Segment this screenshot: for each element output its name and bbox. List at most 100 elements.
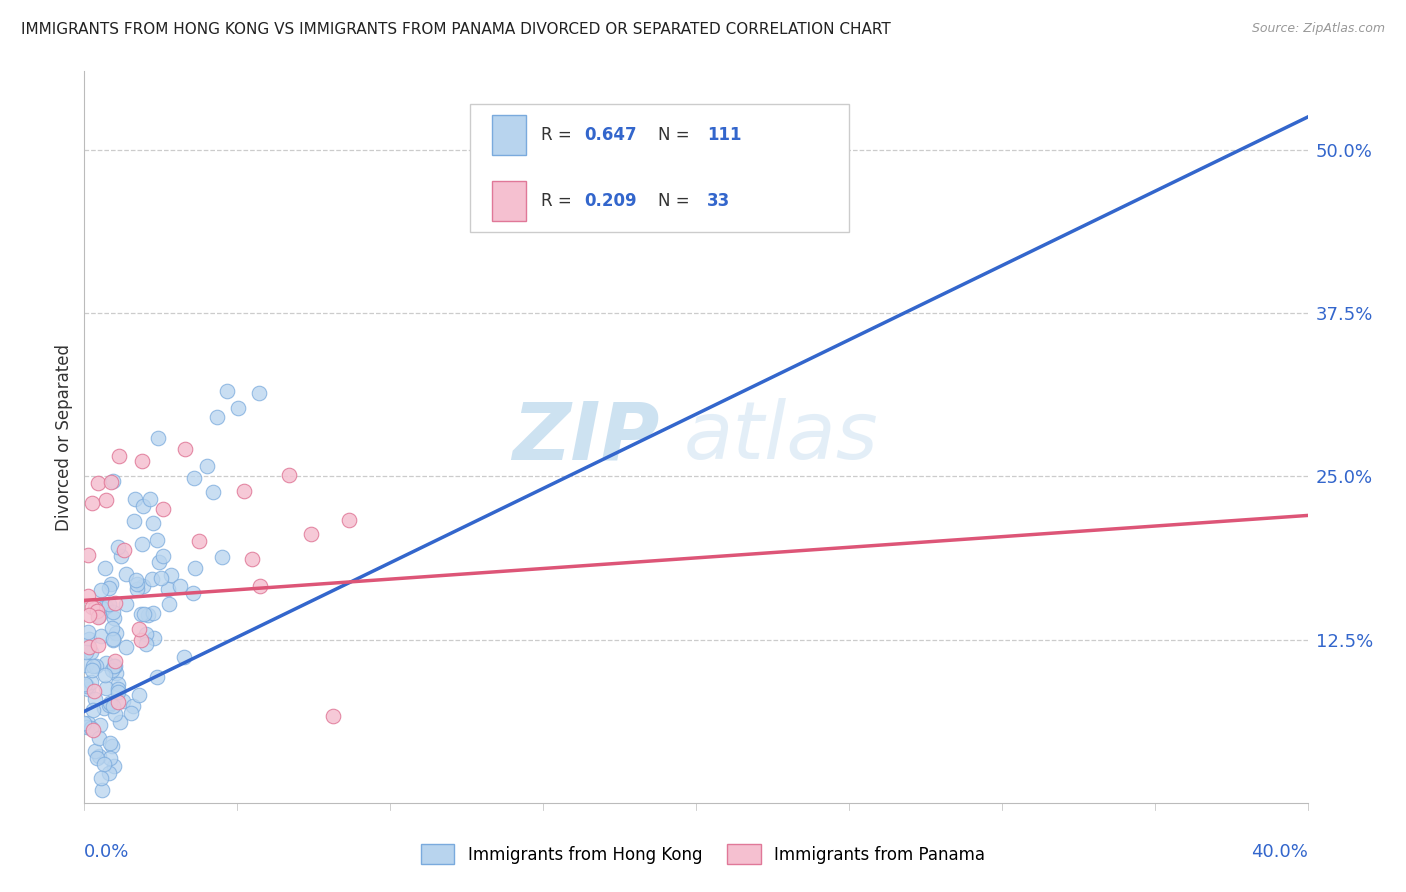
Point [141,572,163,586]
Point [129,633,152,648]
Point [98,735,121,749]
Point [125,582,148,597]
Point [94,561,117,575]
Point [131,537,153,551]
Point [101,739,124,753]
Point [142,516,165,530]
Point [98,597,121,611]
Point [77,640,100,654]
Point [89,718,111,732]
Point [128,622,150,636]
Point [120,706,142,721]
Point [135,627,157,641]
Point [105,666,128,681]
Point [100,475,122,489]
Point [148,555,170,569]
Point [76,720,98,734]
Point [107,685,129,699]
Point [80,645,103,659]
Point [131,454,153,468]
Point [90,582,112,597]
Point [91,782,114,797]
Point [103,632,125,647]
Point [107,541,129,555]
Point [94,492,117,507]
Point [207,409,229,424]
Point [104,655,127,669]
Point [98,697,121,711]
Point [242,552,264,566]
Point [249,385,271,400]
Point [86,604,108,618]
Point [104,659,127,673]
Point [181,586,204,600]
Point [139,492,162,507]
Point [299,526,322,541]
Point [84,601,107,615]
Point [76,589,98,603]
Point [132,579,155,593]
Point [233,484,256,499]
Point [101,474,124,488]
Point [131,499,153,513]
Point [150,571,173,585]
Point [86,751,108,765]
Bar [492,115,526,155]
Text: N =: N = [658,127,695,145]
Point [217,384,239,398]
Point [195,459,218,474]
Point [128,688,150,702]
Text: N =: N = [658,192,695,211]
Point [80,663,103,677]
Point [89,731,111,746]
Point [337,513,360,527]
Text: R =: R = [541,127,576,145]
Point [129,607,152,621]
Point [98,751,121,765]
Point [80,496,103,510]
Point [107,677,129,691]
Point [105,626,128,640]
Point [135,637,157,651]
Point [94,681,117,695]
Text: 33: 33 [707,192,730,211]
Point [76,679,98,693]
Point [112,694,135,708]
Point [87,610,110,624]
Point [169,579,191,593]
Point [83,744,105,758]
Point [173,650,195,665]
Point [84,692,107,706]
Point [80,599,103,614]
Point [226,401,249,415]
Point [104,707,127,722]
Point [80,721,103,735]
Point [86,659,108,673]
Point [73,676,96,690]
Point [77,632,100,646]
Point [82,658,104,673]
Text: R =: R = [541,192,576,211]
Point [93,701,115,715]
Point [87,748,110,763]
Text: 0.209: 0.209 [585,192,637,211]
Point [114,566,136,581]
Text: 40.0%: 40.0% [1251,843,1308,861]
Point [156,582,179,596]
Point [122,699,145,714]
Point [103,659,125,673]
Text: IMMIGRANTS FROM HONG KONG VS IMMIGRANTS FROM PANAMA DIVORCED OR SEPARATED CORREL: IMMIGRANTS FROM HONG KONG VS IMMIGRANTS … [21,22,891,37]
Point [277,467,299,482]
Point [322,708,344,723]
Point [75,658,97,673]
Point [183,561,205,575]
Point [77,549,100,563]
Point [90,771,112,785]
Point [146,670,169,684]
Point [108,714,131,729]
Point [90,629,112,643]
Text: 111: 111 [707,127,741,145]
Point [87,638,110,652]
Point [107,695,129,709]
Point [101,605,124,619]
